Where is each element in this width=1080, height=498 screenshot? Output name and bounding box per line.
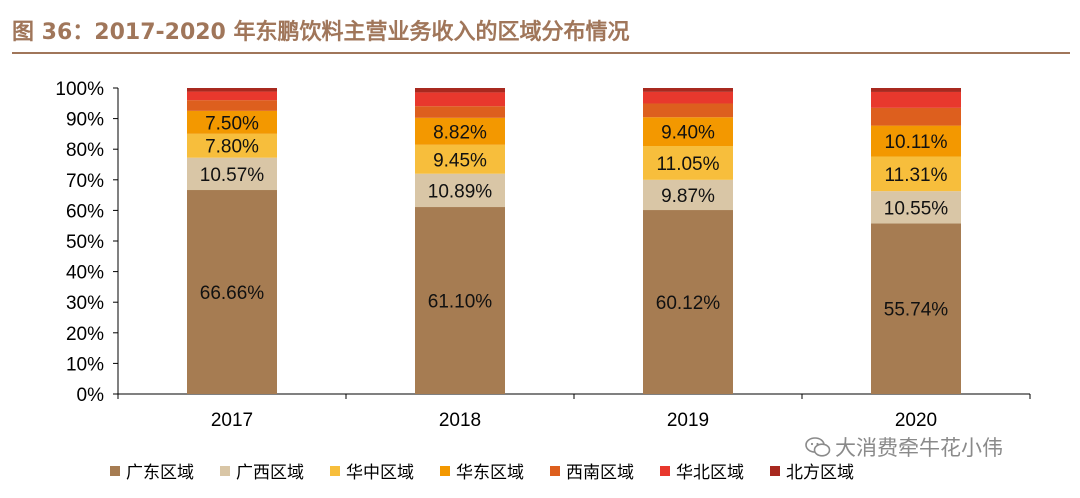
bar-segment bbox=[643, 88, 733, 92]
legend-swatch bbox=[110, 465, 120, 476]
legend-item: 华中区域 bbox=[330, 458, 414, 483]
data-label: 11.05% bbox=[656, 154, 719, 175]
legend-item: 广东区域 bbox=[110, 458, 194, 483]
bar-segment bbox=[643, 117, 733, 147]
data-label: 9.45% bbox=[433, 150, 487, 171]
bar-segment bbox=[415, 92, 505, 107]
y-tick-label: 40% bbox=[66, 263, 104, 284]
legend-label: 华东区域 bbox=[456, 463, 524, 483]
wechat-icon bbox=[805, 437, 831, 457]
bar-segment bbox=[643, 210, 733, 394]
bar-segment bbox=[187, 110, 277, 134]
bar-segment bbox=[187, 100, 277, 111]
y-tick-label: 30% bbox=[66, 293, 104, 314]
legend-swatch bbox=[220, 465, 230, 476]
data-label: 10.55% bbox=[884, 198, 949, 219]
data-label: 11.31% bbox=[884, 165, 947, 186]
bar-segment bbox=[871, 91, 961, 108]
bar-segment bbox=[415, 207, 505, 394]
legend-label: 广西区域 bbox=[236, 463, 304, 483]
bar-segment bbox=[415, 173, 505, 208]
data-label: 8.82% bbox=[433, 122, 487, 143]
data-label: 7.80% bbox=[205, 137, 259, 158]
data-label: 9.87% bbox=[661, 186, 715, 207]
legend-label: 华中区域 bbox=[346, 463, 414, 483]
bar-segment bbox=[643, 146, 733, 180]
y-tick-label: 10% bbox=[66, 354, 104, 375]
legend-label: 华北区域 bbox=[676, 463, 744, 483]
watermark-text: 大消费牵牛花小伟 bbox=[835, 436, 1003, 460]
bar-segment bbox=[871, 223, 961, 394]
data-label: 10.89% bbox=[428, 181, 493, 202]
bar-segment bbox=[871, 156, 961, 192]
legend-swatch bbox=[440, 465, 450, 476]
title-divider bbox=[12, 52, 1070, 54]
x-tick-label: 2019 bbox=[667, 410, 709, 431]
bar-segment bbox=[871, 191, 961, 224]
y-tick-label: 0% bbox=[77, 385, 105, 406]
data-label: 60.12% bbox=[656, 293, 721, 314]
data-label: 10.11% bbox=[884, 132, 947, 153]
legend-swatch bbox=[660, 465, 670, 476]
legend-label: 西南区域 bbox=[566, 463, 634, 483]
bar-segment bbox=[187, 133, 277, 158]
legend-item: 北方区域 bbox=[770, 458, 854, 483]
legend-label: 北方区域 bbox=[786, 463, 854, 483]
bar-segment bbox=[643, 103, 733, 118]
data-label: 9.40% bbox=[661, 123, 715, 144]
bar-segment bbox=[643, 91, 733, 104]
bar-segment bbox=[415, 106, 505, 118]
bar-segment bbox=[415, 144, 505, 174]
legend-label: 广东区域 bbox=[126, 463, 194, 483]
y-tick-label: 50% bbox=[66, 232, 104, 253]
data-label: 10.57% bbox=[200, 165, 265, 186]
bar-segment bbox=[643, 179, 733, 211]
legend-item: 广西区域 bbox=[220, 458, 304, 483]
bar-segment bbox=[187, 91, 277, 101]
watermark: 大消费牵牛花小伟 bbox=[805, 432, 1003, 462]
bar-segment bbox=[871, 88, 961, 92]
x-tick-label: 2020 bbox=[895, 410, 937, 431]
bar-segment bbox=[871, 125, 961, 157]
data-label: 66.66% bbox=[200, 283, 265, 304]
y-tick-label: 100% bbox=[55, 79, 104, 100]
y-tick-label: 60% bbox=[66, 201, 104, 222]
stacked-bar-chart: 0% 10% 20% 30% 40% 50% 60% 70% 80% 90% 100% 66.66% 1… bbox=[55, 79, 1031, 431]
bar-segment bbox=[187, 190, 277, 394]
legend-swatch bbox=[330, 465, 340, 476]
bar-segment bbox=[871, 107, 961, 126]
chart-title: 图 36：2017-2020 年东鹏饮料主营业务收入的区域分布情况 bbox=[12, 20, 630, 45]
chart-legend: 广东区域 广西区域 华中区域 华东区域 西南区域 华北区域 北方区域 bbox=[110, 458, 854, 483]
y-tick-label: 20% bbox=[66, 324, 104, 345]
bar-segment bbox=[187, 157, 277, 191]
bar-segment bbox=[415, 117, 505, 145]
legend-item: 华北区域 bbox=[660, 458, 744, 483]
y-tick-label: 70% bbox=[66, 171, 104, 192]
bar-segment bbox=[187, 88, 277, 92]
data-label: 55.74% bbox=[884, 300, 949, 321]
data-label: 7.50% bbox=[205, 113, 259, 134]
data-label: 61.10% bbox=[428, 292, 493, 313]
legend-item: 西南区域 bbox=[550, 458, 634, 483]
x-tick-label: 2018 bbox=[439, 410, 481, 431]
y-tick-label: 80% bbox=[66, 140, 104, 161]
legend-swatch bbox=[770, 465, 780, 476]
legend-item: 华东区域 bbox=[440, 458, 524, 483]
bar-segment bbox=[415, 88, 505, 93]
x-tick-label: 2017 bbox=[211, 410, 253, 431]
legend-swatch bbox=[550, 465, 560, 476]
y-tick-label: 90% bbox=[66, 110, 104, 131]
